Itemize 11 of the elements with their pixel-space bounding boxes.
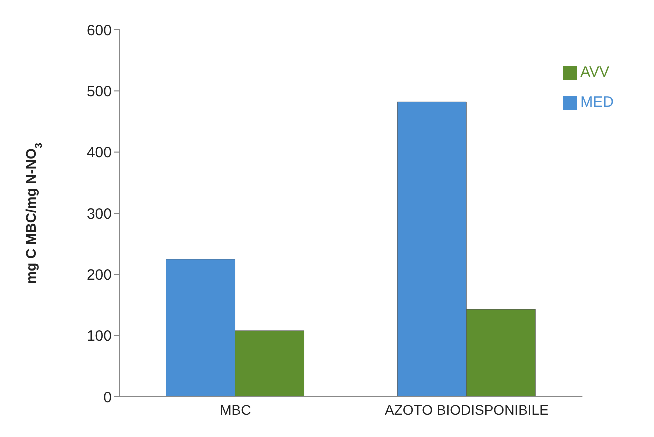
y-tick-label: 400 — [86, 144, 112, 162]
y-tick-label: 200 — [86, 266, 112, 284]
y-tick-label: 300 — [86, 206, 112, 223]
y-tick-label: 600 — [86, 22, 112, 40]
x-tick-label: MBC — [220, 402, 252, 418]
x-tick-label: AZOTO BIODISPONIBILE — [385, 402, 549, 418]
legend-label: MED — [580, 94, 614, 111]
y-tick-label: 0 — [104, 389, 112, 406]
legend-label: AVV — [580, 64, 610, 81]
y-tick-label: 100 — [86, 328, 112, 346]
y-tick-label: 500 — [86, 83, 112, 100]
